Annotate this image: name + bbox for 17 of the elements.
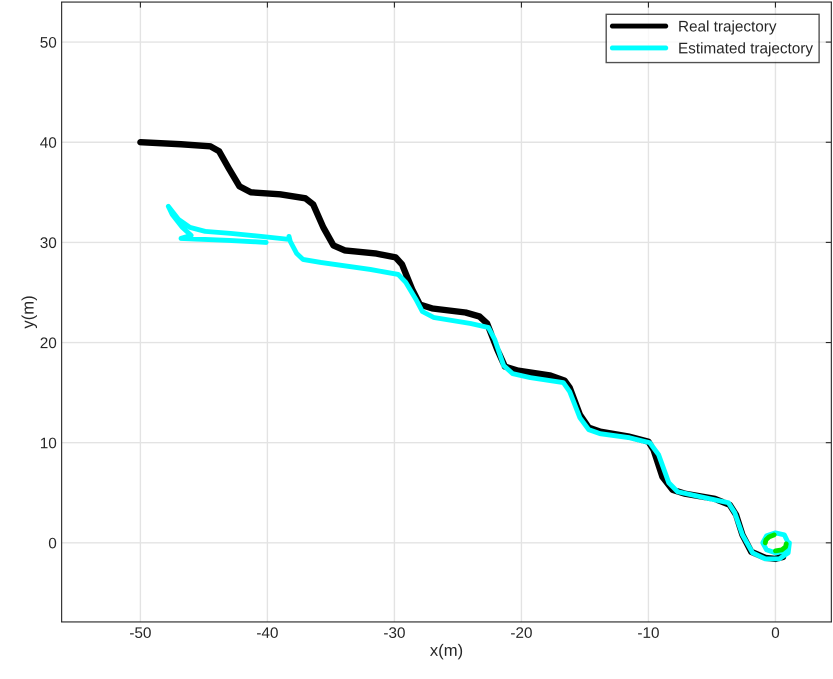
x-tick-label: -10 <box>638 627 659 638</box>
x-axis-title: x(m) <box>430 644 462 660</box>
line-series <box>166 204 792 562</box>
y-tick-label: 40 <box>40 137 56 148</box>
x-tick-label: -30 <box>384 627 405 638</box>
y-tick-label: 50 <box>40 36 56 48</box>
y-axis-title: y(m) <box>21 296 38 329</box>
x-tick-label: -40 <box>257 627 278 638</box>
y-tick-label: 20 <box>40 337 56 348</box>
x-tick-label: -50 <box>130 627 151 638</box>
x-tick-label: -20 <box>511 627 532 638</box>
y-tick-label: 0 <box>48 538 56 549</box>
y-tick-label: 30 <box>40 237 56 248</box>
legend-label: Estimated trajectory <box>679 42 813 56</box>
y-tick-label: 10 <box>40 438 56 448</box>
x-tick-label: 0 <box>772 627 780 638</box>
legend-label: Real trajectory <box>679 20 776 35</box>
